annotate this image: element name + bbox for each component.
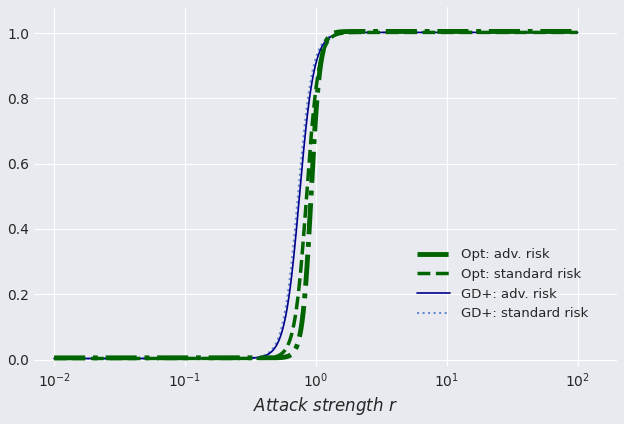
Opt: adv. risk: (2.51, 1): adv. risk: (2.51, 1): [364, 29, 372, 34]
GD+: standard risk: (19.4, 1): standard risk: (19.4, 1): [481, 30, 489, 35]
Line: GD+: standard risk: GD+: standard risk: [54, 32, 578, 359]
Line: GD+: adv. risk: GD+: adv. risk: [54, 32, 578, 359]
Opt: adv. risk: (0.01, 0.005): adv. risk: (0.01, 0.005): [51, 355, 58, 360]
GD+: standard risk: (80.3, 1): standard risk: (80.3, 1): [562, 30, 569, 35]
GD+: standard risk: (0.01, 0.003): standard risk: (0.01, 0.003): [51, 356, 58, 361]
Opt: adv. risk: (15.4, 1): adv. risk: (15.4, 1): [468, 29, 475, 34]
GD+: standard risk: (3.99, 1): standard risk: (3.99, 1): [391, 30, 398, 35]
GD+: adv. risk: (19.4, 1): adv. risk: (19.4, 1): [481, 30, 489, 35]
Legend: Opt: adv. risk, Opt: standard risk, GD+: adv. risk, GD+: standard risk: Opt: adv. risk, Opt: standard risk, GD+:…: [407, 238, 599, 331]
Opt: standard risk: (0.0533, 0.003): standard risk: (0.0533, 0.003): [145, 356, 153, 361]
GD+: standard risk: (0.338, 0.0054): standard risk: (0.338, 0.0054): [250, 355, 258, 360]
GD+: standard risk: (100, 1): standard risk: (100, 1): [574, 30, 582, 35]
GD+: adv. risk: (0.338, 0.00494): adv. risk: (0.338, 0.00494): [250, 355, 258, 360]
Line: Opt: standard risk: Opt: standard risk: [54, 32, 578, 359]
Opt: standard risk: (39.8, 1): standard risk: (39.8, 1): [522, 30, 529, 35]
Line: Opt: adv. risk: Opt: adv. risk: [54, 31, 578, 358]
GD+: standard risk: (0.0533, 0.003): standard risk: (0.0533, 0.003): [145, 356, 153, 361]
Opt: standard risk: (9.65, 1): standard risk: (9.65, 1): [441, 30, 449, 35]
Opt: adv. risk: (9.65, 1): adv. risk: (9.65, 1): [441, 29, 449, 34]
Opt: standard risk: (3.99, 1): standard risk: (3.99, 1): [391, 30, 398, 35]
GD+: standard risk: (2.51, 1): standard risk: (2.51, 1): [364, 30, 372, 35]
GD+: adv. risk: (2.51, 1): adv. risk: (2.51, 1): [364, 30, 372, 35]
Opt: adv. risk: (0.338, 0.005): adv. risk: (0.338, 0.005): [250, 355, 258, 360]
X-axis label: Attack strength $r$: Attack strength $r$: [253, 395, 398, 417]
Opt: standard risk: (2.51, 1): standard risk: (2.51, 1): [364, 30, 372, 35]
GD+: adv. risk: (3.99, 1): adv. risk: (3.99, 1): [391, 30, 398, 35]
Opt: adv. risk: (100, 1): adv. risk: (100, 1): [574, 29, 582, 34]
GD+: adv. risk: (82.6, 1): adv. risk: (82.6, 1): [563, 30, 570, 35]
Opt: standard risk: (100, 1): standard risk: (100, 1): [574, 30, 582, 35]
Opt: adv. risk: (0.0533, 0.005): adv. risk: (0.0533, 0.005): [145, 355, 153, 360]
GD+: adv. risk: (100, 1): adv. risk: (100, 1): [574, 30, 582, 35]
GD+: adv. risk: (0.01, 0.003): adv. risk: (0.01, 0.003): [51, 356, 58, 361]
GD+: standard risk: (9.65, 1): standard risk: (9.65, 1): [441, 30, 449, 35]
Opt: standard risk: (0.338, 0.00315): standard risk: (0.338, 0.00315): [250, 356, 258, 361]
Opt: standard risk: (0.01, 0.003): standard risk: (0.01, 0.003): [51, 356, 58, 361]
Opt: standard risk: (19.4, 1): standard risk: (19.4, 1): [481, 30, 489, 35]
GD+: adv. risk: (0.0533, 0.003): adv. risk: (0.0533, 0.003): [145, 356, 153, 361]
Opt: adv. risk: (3.99, 1): adv. risk: (3.99, 1): [391, 29, 398, 34]
GD+: adv. risk: (9.65, 1): adv. risk: (9.65, 1): [441, 30, 449, 35]
Opt: adv. risk: (19.5, 1): adv. risk: (19.5, 1): [481, 29, 489, 34]
